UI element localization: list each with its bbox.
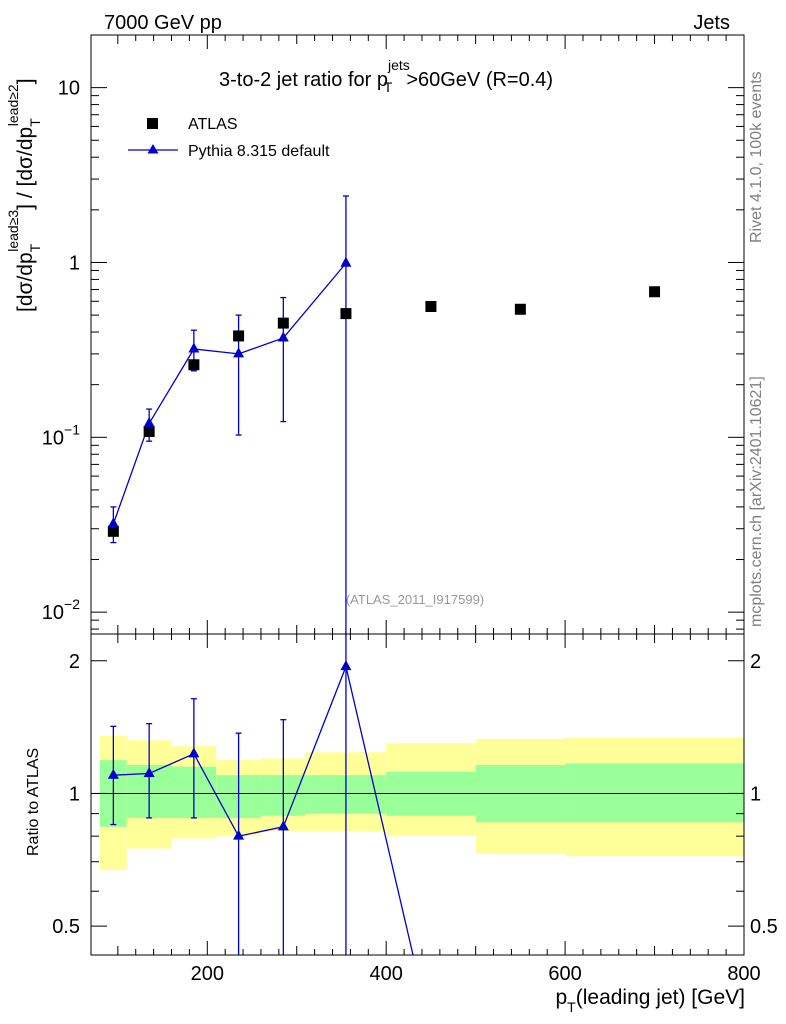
data-point	[340, 308, 352, 320]
ratio-series-layer	[107, 634, 414, 956]
mc-point	[188, 342, 200, 353]
ratio-y-tick-label-right: 1	[750, 783, 761, 805]
mc-point	[340, 256, 352, 267]
mc-point	[143, 416, 155, 427]
legend-mc-marker	[147, 144, 159, 154]
x-tick-label: 200	[191, 963, 224, 985]
ratio-y-tick-label-left: 2	[69, 651, 80, 673]
ratio-frame	[90, 633, 745, 956]
ratio-y-axis-label: Ratio to ATLAS	[25, 748, 42, 856]
mc-series-line	[112, 262, 347, 525]
data-point	[425, 301, 437, 313]
x-tick-label: 400	[370, 963, 403, 985]
legend-data-label: ATLAS	[188, 116, 238, 133]
plot-title: 3-to-2 jet ratio for pjets T >60GeV (R=0.4…	[219, 57, 553, 95]
data-point	[233, 330, 245, 342]
header-left: 7000 GeV pp	[104, 12, 222, 34]
mc-point	[107, 517, 119, 528]
ratio-point	[233, 829, 245, 840]
mc-point	[233, 347, 245, 358]
main-y-tick-label: 1	[69, 252, 80, 274]
ratio-point	[340, 660, 352, 671]
main-y-tick-label: 10−2	[42, 596, 80, 624]
x-tick-label: 800	[727, 963, 760, 985]
data-point	[107, 525, 119, 537]
ratio-point	[188, 747, 200, 758]
ratio-y-tick-label-right: 0.5	[750, 916, 778, 938]
analysis-label: (ATLAS_2011_I917599)	[346, 592, 484, 607]
main-y-tick-label: 10	[58, 78, 80, 100]
mc-point	[277, 331, 289, 342]
ratio-y-tick-label-left: 1	[69, 783, 80, 805]
mcplots-label: mcplots.cern.ch [arXiv:2401.10621]	[748, 376, 765, 627]
legend-data-marker	[147, 118, 158, 129]
data-point	[143, 425, 155, 437]
ratio-point	[277, 820, 289, 831]
ratio-y-tick-label-left: 0.5	[52, 916, 80, 938]
data-point	[649, 286, 661, 298]
rivet-label: Rivet 4.1.0, 100k events	[748, 71, 765, 243]
main-y-axis-label: [dσ/dpTlead≥3] / [dσ/dpTlead≥2]	[5, 78, 43, 312]
ratio-band-inner	[565, 763, 744, 823]
data-point	[277, 317, 289, 329]
x-axis-label: pT(leading jet) [GeV]	[555, 986, 745, 1015]
header-right: Jets	[693, 12, 730, 34]
data-point	[188, 359, 200, 371]
ratio-point	[107, 768, 119, 779]
legend: ATLAS Pythia 8.315 default	[128, 116, 330, 160]
legend-mc-label: Pythia 8.315 default	[188, 143, 330, 160]
ratio-y-tick-label-right: 2	[750, 651, 761, 673]
main-series-layer	[107, 195, 661, 634]
data-point	[514, 303, 526, 315]
main-y-tick-label: 10−1	[42, 421, 80, 449]
axes-layer: 200 400 600 800 10−2 10−1 1 10 0.5 0.5 1 1 2 2	[42, 34, 778, 985]
x-tick-label: 600	[548, 963, 581, 985]
ratio-point	[143, 766, 155, 777]
